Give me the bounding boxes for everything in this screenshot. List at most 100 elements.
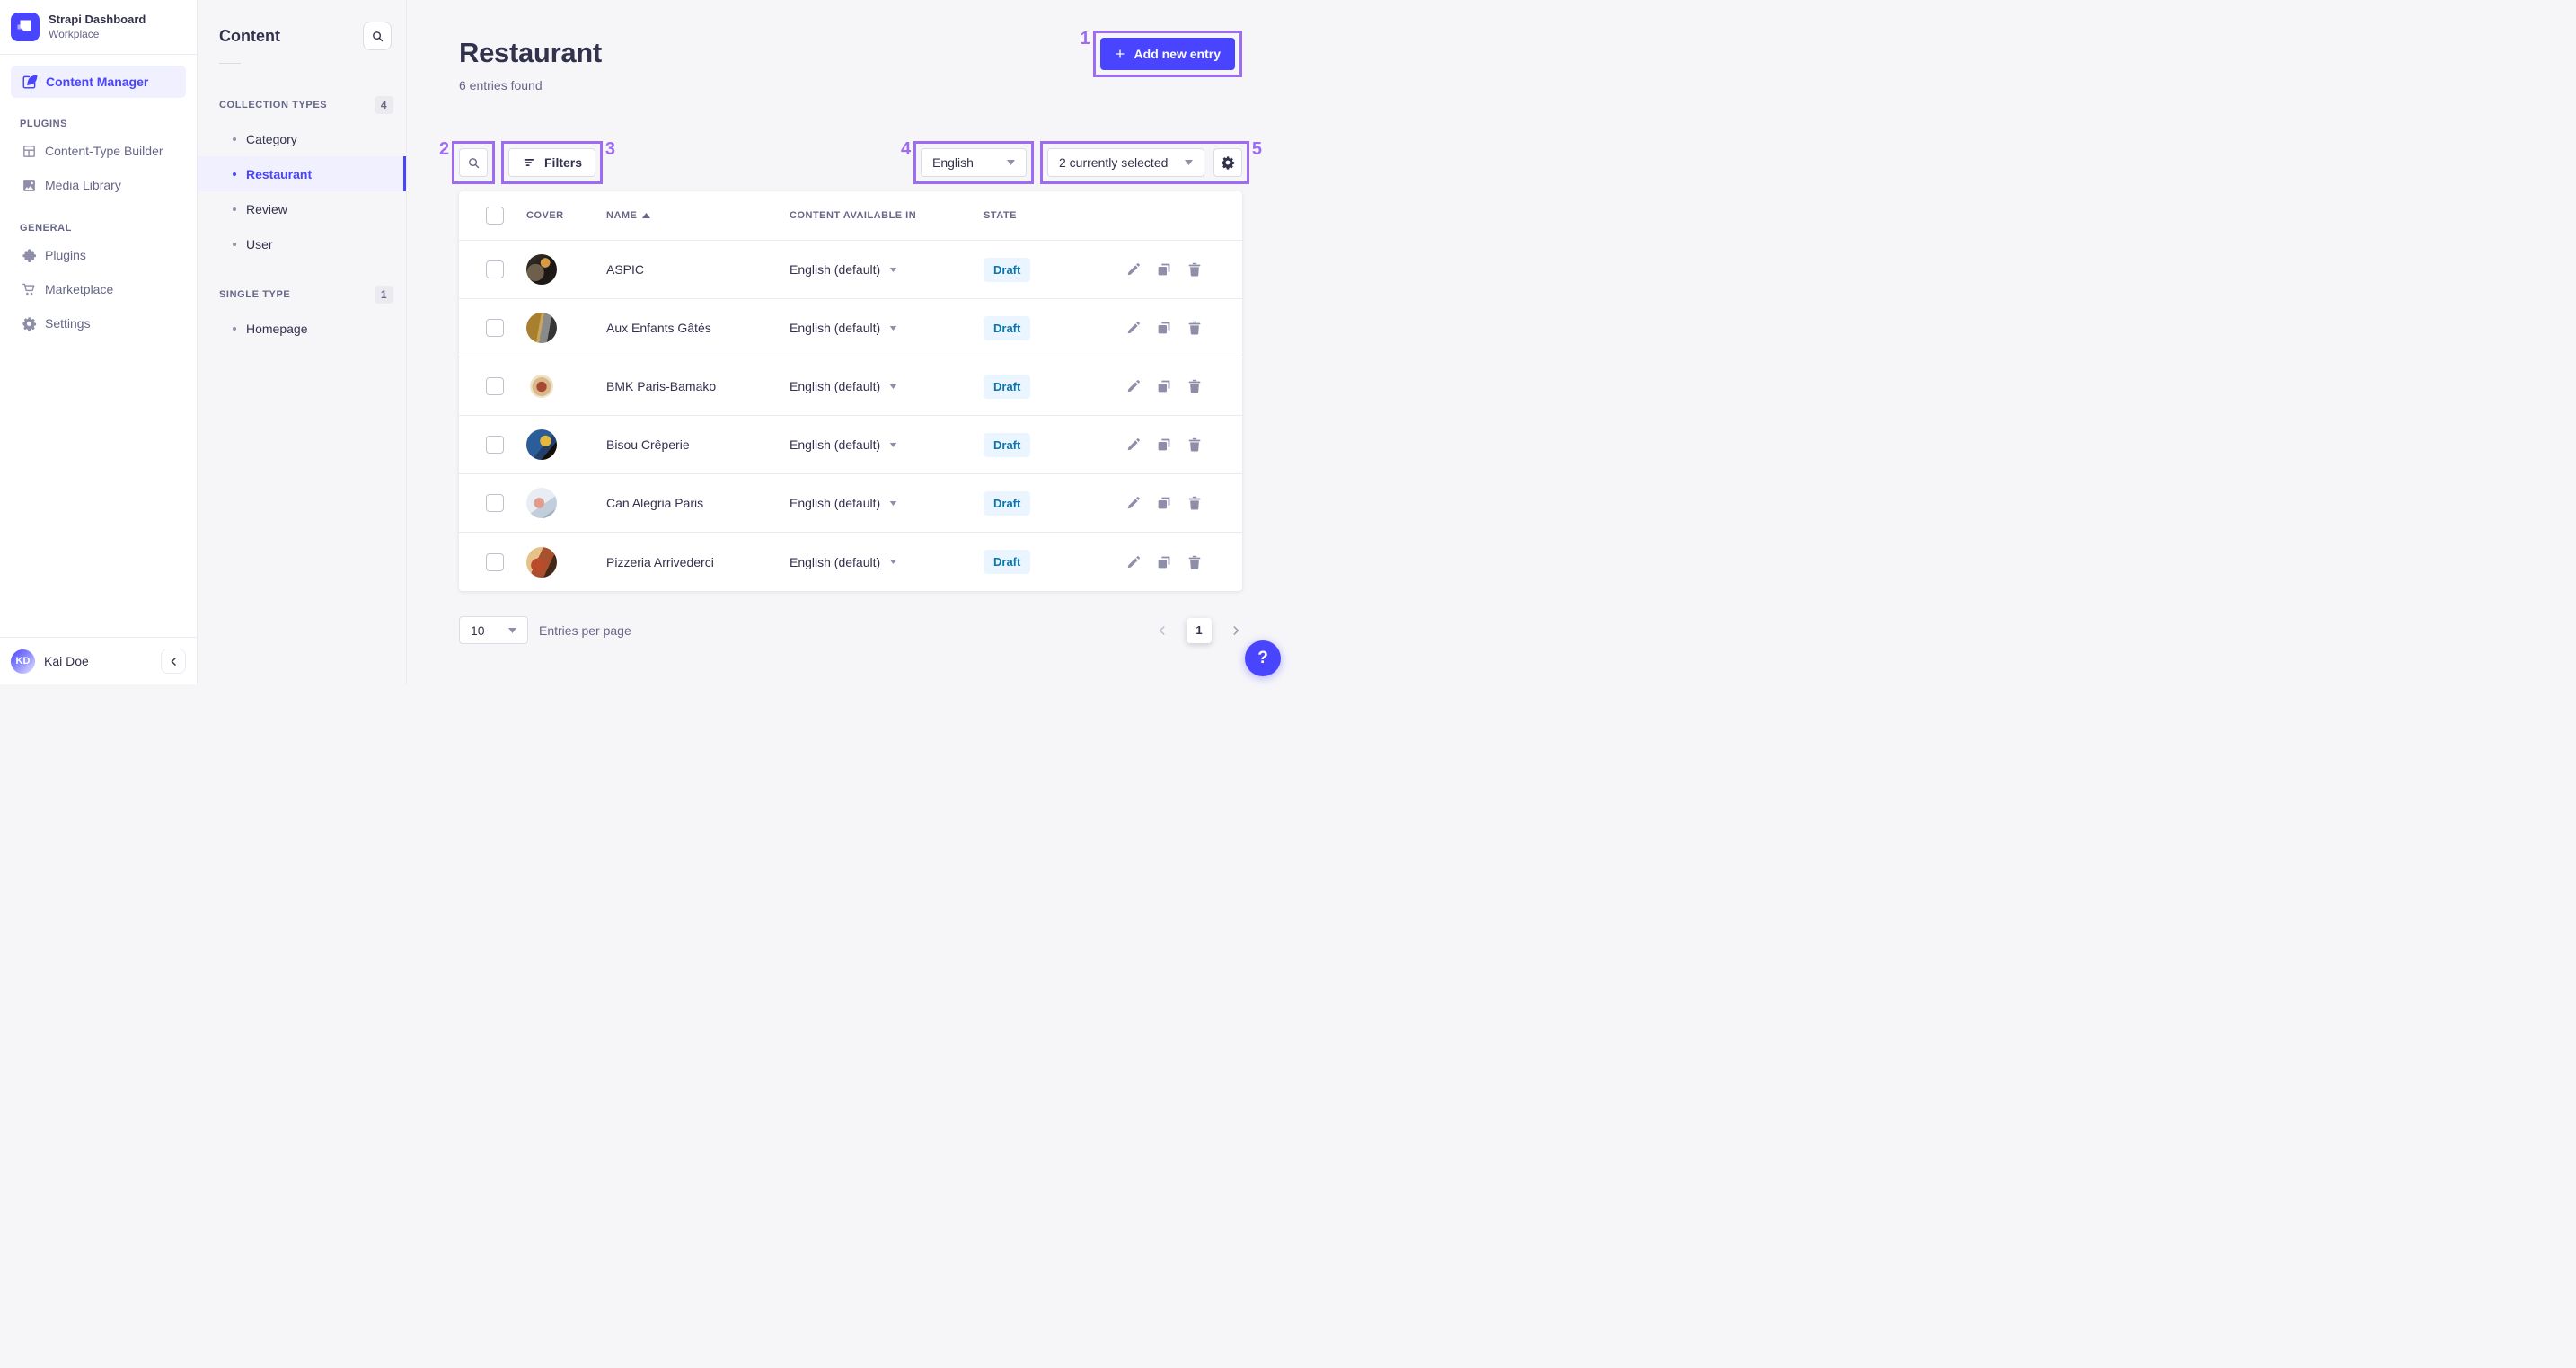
page-size-select[interactable]: 10 [459,616,528,644]
sidebar-item-marketplace[interactable]: Marketplace [11,272,186,306]
help-button[interactable]: ? [1245,640,1281,676]
table-row[interactable]: Aux Enfants Gâtés English (default) Draf… [459,299,1242,357]
gear-icon [22,316,37,331]
sidebar-item-settings[interactable]: Settings [11,306,186,340]
duplicate-icon[interactable] [1156,495,1172,511]
table-row[interactable]: BMK Paris-Bamako English (default) Draft [459,357,1242,416]
section-label: SINGLE TYPE [219,289,291,300]
column-header-state[interactable]: STATE [984,210,1017,221]
table-row[interactable]: Bisou Crêperie English (default) Draft [459,416,1242,474]
sidebar-item-label: Plugins [45,248,86,263]
entry-name: ASPIC [606,262,645,277]
row-checkbox[interactable] [486,552,504,571]
subnav-item-restaurant[interactable]: Restaurant [198,156,406,191]
duplicate-icon[interactable] [1156,378,1172,394]
row-checkbox[interactable] [486,436,504,454]
sidebar-item-plugins[interactable]: Plugins [11,238,186,272]
user-avatar[interactable]: KD [11,649,35,674]
sidebar-item-content-type-builder[interactable]: Content-Type Builder [11,134,186,168]
subnav-item-homepage[interactable]: Homepage [198,311,406,346]
column-header-cover[interactable]: COVER [526,210,564,221]
row-checkbox[interactable] [486,260,504,278]
locale-cell[interactable]: English (default) [790,496,984,510]
sidebar-item-label: Content-Type Builder [45,144,163,159]
table-row[interactable]: Pizzeria Arrivederci English (default) D… [459,533,1242,591]
duplicate-icon[interactable] [1156,261,1172,278]
view-settings-button[interactable] [1213,148,1242,177]
subnav-item-review[interactable]: Review [198,191,406,226]
displayed-fields-select[interactable]: 2 currently selected [1047,148,1204,177]
chevron-down-icon [889,500,897,506]
locale-cell[interactable]: English (default) [790,555,984,569]
bullet-icon [233,172,236,176]
subnav-item-label: Category [246,131,297,146]
table-row[interactable]: ASPIC English (default) Draft [459,241,1242,299]
state-badge: Draft [984,374,1031,399]
chevron-right-icon [1233,625,1239,635]
previous-page-button[interactable] [1156,624,1169,637]
edit-icon[interactable] [1125,261,1142,278]
column-header-content-available-in[interactable]: CONTENT AVAILABLE IN [790,210,917,221]
row-checkbox[interactable] [486,377,504,395]
sidebar-item-media-library[interactable]: Media Library [11,168,186,202]
edit-icon[interactable] [1125,320,1142,336]
sidebar-item-content-manager[interactable]: Content Manager [11,66,186,99]
main-sidebar: Strapi Dashboard Workplace Content Manag… [0,0,198,684]
delete-icon[interactable] [1187,495,1203,511]
chevron-down-icon [1007,160,1015,165]
section-label: PLUGINS [20,119,68,130]
row-checkbox[interactable] [486,319,504,337]
duplicate-icon[interactable] [1156,437,1172,453]
locale-select[interactable]: English [921,148,1027,177]
filters-button[interactable]: Filters [508,148,596,177]
sidebar-section-plugins: PLUGINS Content-Type Builder Media Libra… [11,119,186,202]
duplicate-icon[interactable] [1156,320,1172,336]
table-row[interactable]: Can Alegria Paris English (default) Draf… [459,474,1242,533]
delete-icon[interactable] [1187,437,1203,453]
divider [219,63,241,64]
edit-icon[interactable] [1125,378,1142,394]
edit-icon[interactable] [1125,554,1142,570]
search-button[interactable] [459,148,488,177]
edit-icon[interactable] [1125,495,1142,511]
duplicate-icon[interactable] [1156,554,1172,570]
entries-per-page-label: Entries per page [539,622,631,638]
search-icon [372,31,383,41]
collection-types-section: COLLECTION TYPES 4 Category Restaurant R… [198,96,406,261]
subnav-item-user[interactable]: User [198,226,406,261]
sidebar-section-general: GENERAL Plugins Marketplace Settings [11,223,186,340]
chevron-down-icon [889,267,897,272]
subnav-item-label: User [246,236,273,252]
page-1-button[interactable]: 1 [1187,617,1212,643]
delete-icon[interactable] [1187,261,1203,278]
next-page-button[interactable] [1230,624,1242,637]
row-checkbox[interactable] [486,494,504,512]
subnav-item-category[interactable]: Category [198,121,406,156]
add-new-entry-button[interactable]: Add new entry [1099,38,1235,70]
select-all-checkbox[interactable] [486,207,504,225]
state-badge: Draft [984,315,1031,340]
content-manager-feather-icon [22,74,38,90]
content-subnav: Content COLLECTION TYPES 4 Category Rest… [198,0,407,684]
table-footer: 10 Entries per page 1 [459,616,1242,644]
locale-cell[interactable]: English (default) [790,262,984,277]
cover-avatar [526,254,557,285]
pagination: 1 [1156,617,1242,643]
locale-cell[interactable]: English (default) [790,321,984,335]
subnav-search-button[interactable] [363,22,392,50]
edit-icon[interactable] [1125,437,1142,453]
workspace-name: Workplace [49,27,100,40]
column-header-name[interactable]: NAME [606,210,790,221]
delete-icon[interactable] [1187,378,1203,394]
sidebar-item-label: Settings [45,316,91,331]
delete-icon[interactable] [1187,320,1203,336]
page-title: Restaurant [459,37,602,68]
locale-cell[interactable]: English (default) [790,379,984,393]
bullet-icon [233,326,236,331]
chevron-down-icon [1185,160,1193,165]
collapse-sidebar-button[interactable] [161,649,186,674]
cover-avatar [526,546,557,578]
delete-icon[interactable] [1187,554,1203,570]
locale-cell[interactable]: English (default) [790,437,984,452]
brand-header[interactable]: Strapi Dashboard Workplace [0,0,197,56]
